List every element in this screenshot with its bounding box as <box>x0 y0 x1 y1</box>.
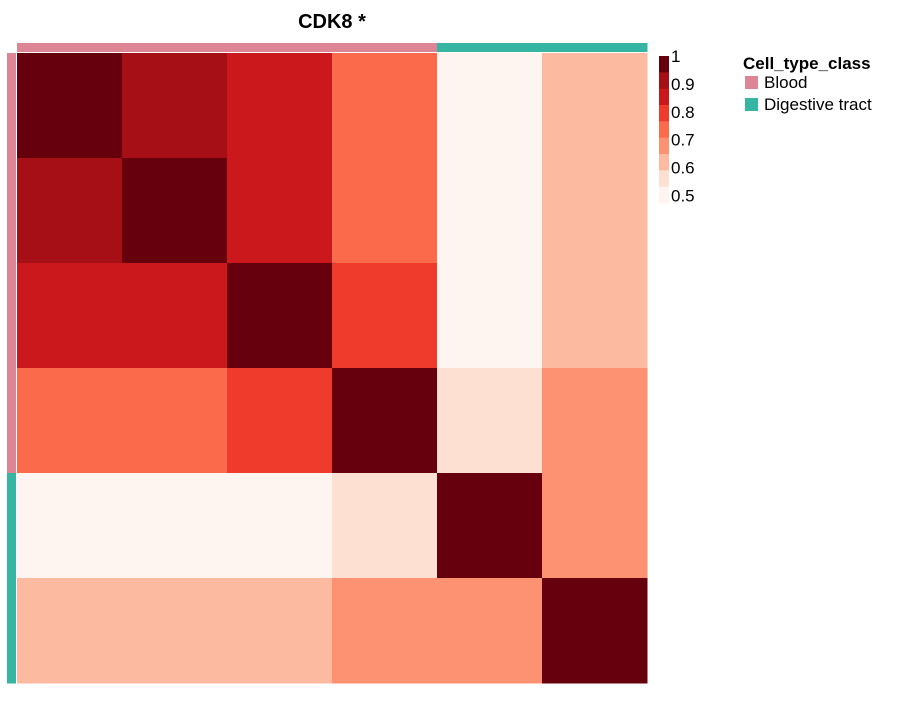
colorbar-segment-4 <box>659 121 669 139</box>
heatmap-cell-4-2 <box>227 473 333 579</box>
row-annotation-cell-5 <box>7 578 16 684</box>
column-annotation-cell-2 <box>227 43 333 52</box>
heatmap-cell-4-3 <box>332 473 438 579</box>
heatmap-cell-5-0 <box>17 578 123 684</box>
heatmap-cell-3-5 <box>542 368 648 474</box>
heatmap-cell-5-5 <box>542 578 648 684</box>
heatmap-cell-1-2 <box>227 158 333 264</box>
legend-swatch-1 <box>745 98 758 111</box>
heatmap-cell-2-1 <box>122 263 228 369</box>
legend-label-1: Digestive tract <box>764 95 872 114</box>
heatmap-cell-1-1 <box>122 158 228 264</box>
colorbar-segment-5 <box>659 137 669 155</box>
heatmap-cell-2-5 <box>542 263 648 369</box>
heatmap-cell-5-2 <box>227 578 333 684</box>
heatmap-cells <box>17 53 648 684</box>
colorbar-tick-label: 0.7 <box>671 131 695 150</box>
colorbar-segment-3 <box>659 105 669 122</box>
legend-swatch-0 <box>745 76 758 89</box>
heatmap-cell-1-4 <box>437 158 543 264</box>
heatmap-cell-0-3 <box>332 53 438 159</box>
heatmap-cell-0-4 <box>437 53 543 159</box>
colorbar-tick-label: 0.8 <box>671 103 695 122</box>
heatmap-cell-0-1 <box>122 53 228 159</box>
heatmap-cell-4-1 <box>122 473 228 579</box>
colorbar-tick-label: 1 <box>671 47 680 66</box>
colorbar-segment-1 <box>659 72 669 90</box>
colorbar-tick-label: 0.5 <box>671 187 695 206</box>
column-annotation-cell-3 <box>332 43 438 52</box>
heatmap-cell-5-4 <box>437 578 543 684</box>
group-legend: Cell_type_class Blood Digestive tract <box>743 54 872 114</box>
heatmap-cell-2-2 <box>227 263 333 369</box>
heatmap-cell-2-0 <box>17 263 123 369</box>
colorbar-segment-0 <box>659 56 669 73</box>
column-annotation-cell-1 <box>122 43 228 52</box>
colorbar-tick-label: 0.9 <box>671 75 695 94</box>
heatmap-cell-3-2 <box>227 368 333 474</box>
column-annotation-cell-4 <box>437 43 543 52</box>
row-annotation-cell-2 <box>7 263 16 369</box>
column-annotation-cell-0 <box>17 43 123 52</box>
legend-label-0: Blood <box>764 73 807 92</box>
row-annotation-bar <box>7 53 16 684</box>
heatmap-cell-0-5 <box>542 53 648 159</box>
heatmap-cell-0-0 <box>17 53 123 159</box>
colorbar-segment-8 <box>659 186 669 204</box>
heatmap-cell-2-4 <box>437 263 543 369</box>
heatmap-cell-3-4 <box>437 368 543 474</box>
heatmap-cell-1-5 <box>542 158 648 264</box>
color-scale-legend: 1 0.9 0.8 0.7 0.6 0.5 <box>659 47 695 206</box>
heatmap-cell-4-0 <box>17 473 123 579</box>
row-annotation-cell-3 <box>7 368 16 474</box>
heatmap-cell-0-2 <box>227 53 333 159</box>
heatmap-cell-5-3 <box>332 578 438 684</box>
colorbar-tick-label: 0.6 <box>671 159 695 178</box>
heatmap-cell-1-0 <box>17 158 123 264</box>
heatmap-cell-4-5 <box>542 473 648 579</box>
row-annotation-cell-1 <box>7 158 16 264</box>
column-annotation-cell-5 <box>542 43 648 52</box>
row-annotation-cell-4 <box>7 473 16 579</box>
colorbar-segment-6 <box>659 154 669 171</box>
heatmap-cell-3-1 <box>122 368 228 474</box>
heatmap-cell-3-0 <box>17 368 123 474</box>
heatmap-cell-3-3 <box>332 368 438 474</box>
legend-title: Cell_type_class <box>743 54 871 73</box>
chart-title: CDK8 * <box>298 11 366 33</box>
heatmap-cell-2-3 <box>332 263 438 369</box>
heatmap-cell-4-4 <box>437 473 543 579</box>
heatmap-cell-1-3 <box>332 158 438 264</box>
row-annotation-cell-0 <box>7 53 16 159</box>
column-annotation-bar <box>17 43 648 52</box>
colorbar-segment-2 <box>659 88 669 106</box>
colorbar-segment-7 <box>659 170 669 188</box>
heatmap-cell-5-1 <box>122 578 228 684</box>
